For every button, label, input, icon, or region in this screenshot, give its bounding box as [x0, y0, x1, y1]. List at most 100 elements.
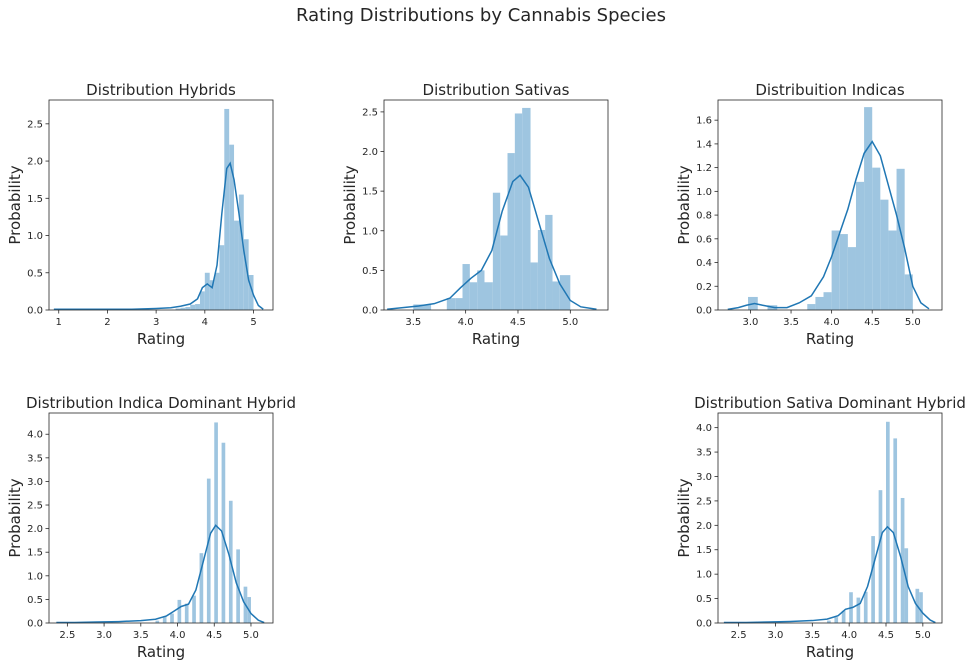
- panel-sativas: 3.5 4.0 4.5 5.0 0.0 0.5 1.0 1.5 2.0 2.5 Distributi…: [341, 81, 609, 348]
- histogram-bar: [886, 421, 890, 623]
- x-tick-label: 4.5: [206, 630, 222, 641]
- panel-title: Distribution Hybrids: [86, 81, 236, 99]
- x-axis-label: Rating: [137, 643, 185, 661]
- x-tick-label: 5.0: [905, 317, 921, 328]
- y-axis-label: Probability: [6, 478, 24, 557]
- y-tick-label: 0.0: [27, 306, 43, 317]
- histogram-bar: [815, 296, 824, 310]
- histogram-bar: [199, 291, 205, 310]
- histogram-bar: [552, 281, 560, 310]
- histogram-bar: [180, 307, 186, 310]
- y-tick-label: 2.5: [27, 119, 43, 130]
- histogram-bar: [204, 272, 210, 310]
- histogram-bar: [871, 536, 875, 623]
- y-tick-label: 2.5: [27, 501, 43, 512]
- y-tick-label: 0.0: [696, 306, 712, 317]
- histogram-bar: [238, 194, 244, 310]
- kde-line: [387, 174, 597, 310]
- y-tick-label: 0.0: [362, 306, 378, 317]
- histogram-bar: [841, 610, 846, 623]
- y-tick-label: 2.0: [27, 157, 43, 168]
- x-tick-label: 5.0: [243, 630, 259, 641]
- y-tick-label: 2.5: [696, 496, 712, 507]
- y-tick-label: 1.5: [27, 548, 43, 559]
- y-tick-label: 0.0: [696, 619, 712, 630]
- histogram-bar: [162, 616, 167, 623]
- panel-title: Distribution Indica Dominant Hybrid: [26, 394, 296, 412]
- histogram-bar: [537, 229, 546, 310]
- y-tick-label: 1.4: [696, 139, 712, 150]
- x-tick-label: 3.0: [768, 630, 784, 641]
- histogram-bar: [234, 220, 239, 310]
- histogram-bar: [455, 298, 463, 310]
- histogram-bar: [446, 298, 456, 310]
- y-tick-label: 1.0: [27, 231, 43, 242]
- x-tick-label: 5.0: [562, 317, 578, 328]
- x-tick-label: 3.0: [96, 630, 112, 641]
- y-tick-label: 0.5: [27, 268, 43, 279]
- chart-panels: 1 2 3 4 5 0.0 0.5 1.0 1.5 2.0 2.5 Distribution Hybr…: [6, 81, 966, 661]
- y-tick-label: 1.2: [696, 163, 712, 174]
- y-tick-label: 0.6: [696, 234, 712, 245]
- y-tick-label: 0.5: [362, 266, 378, 277]
- histogram-bar: [185, 307, 191, 310]
- histogram-bar: [192, 595, 196, 623]
- x-tick-label: 2.5: [731, 630, 747, 641]
- plot-frame: [383, 99, 609, 311]
- histogram-bar: [175, 308, 181, 310]
- y-tick-label: 1.0: [27, 571, 43, 582]
- kde-line: [727, 140, 930, 311]
- x-axis-label: Rating: [806, 643, 854, 661]
- histogram-bar: [834, 617, 839, 623]
- x-tick-label: 4.0: [458, 317, 474, 328]
- x-tick-label: 4.0: [170, 630, 186, 641]
- histogram-bar: [170, 613, 174, 623]
- x-tick-label: 5.0: [915, 630, 931, 641]
- y-tick-label: 1.5: [27, 194, 43, 205]
- x-tick-label: 2.5: [59, 630, 75, 641]
- histogram-bar: [477, 270, 485, 310]
- histogram-bar: [500, 235, 508, 310]
- y-tick-label: 2.0: [362, 147, 378, 158]
- histogram-bar: [195, 304, 200, 310]
- panel-sativa-dominant-hybrid: 2.5 3.0 3.5 4.0 4.5 5.0 0.0 0.5 1.0 1.5 2.0 2.5 3.0 3…: [675, 394, 966, 661]
- histogram-bar: [462, 264, 470, 310]
- histogram-bar: [831, 230, 840, 310]
- histogram-bar: [919, 592, 923, 623]
- y-tick-label: 4.0: [27, 430, 43, 441]
- y-tick-label: 0.5: [696, 594, 712, 605]
- histogram-bar: [219, 245, 225, 310]
- x-tick-label: 4.0: [824, 317, 840, 328]
- histogram-bar: [888, 230, 897, 310]
- y-tick-label: 0.8: [696, 211, 712, 222]
- x-tick-label: 3.0: [743, 317, 759, 328]
- y-axis-label: Probability: [6, 165, 24, 244]
- y-tick-label: 3.0: [696, 472, 712, 483]
- histogram-bar: [248, 275, 254, 310]
- y-tick-label: 1.6: [696, 116, 712, 127]
- histogram-bar: [199, 553, 204, 623]
- kde-line: [723, 525, 936, 624]
- x-tick-label: 1: [56, 317, 62, 328]
- x-tick-label: 5: [250, 317, 256, 328]
- x-axis-label: Rating: [806, 330, 854, 348]
- histogram-bar: [880, 199, 889, 310]
- histogram-bar: [864, 107, 873, 311]
- panel-title: Distribution Sativa Dominant Hybrid: [694, 394, 966, 412]
- y-tick-label: 0.2: [696, 282, 712, 293]
- x-tick-label: 3.5: [133, 630, 149, 641]
- panel-indicas: 3.0 3.5 4.0 4.5 5.0 0.0 0.2 0.4 0.6 0.8 1.0 1.2 1.4 1…: [675, 81, 943, 348]
- y-tick-label: 3.5: [696, 448, 712, 459]
- figure-title: Rating Distributions by Cannabis Species: [296, 5, 666, 26]
- y-tick-label: 3.5: [27, 453, 43, 464]
- y-tick-label: 1.0: [696, 187, 712, 198]
- panel-hybrids: 1 2 3 4 5 0.0 0.5 1.0 1.5 2.0 2.5 Distribution Hybr…: [6, 81, 274, 348]
- plot-frame: [48, 99, 274, 311]
- histogram-bar: [545, 214, 553, 310]
- y-tick-label: 1.5: [696, 545, 712, 556]
- x-tick-label: 3.5: [405, 317, 421, 328]
- histogram-bar: [214, 422, 218, 623]
- histogram-bar: [507, 153, 515, 310]
- histogram-bar: [214, 272, 220, 310]
- y-axis-label: Probability: [675, 165, 693, 244]
